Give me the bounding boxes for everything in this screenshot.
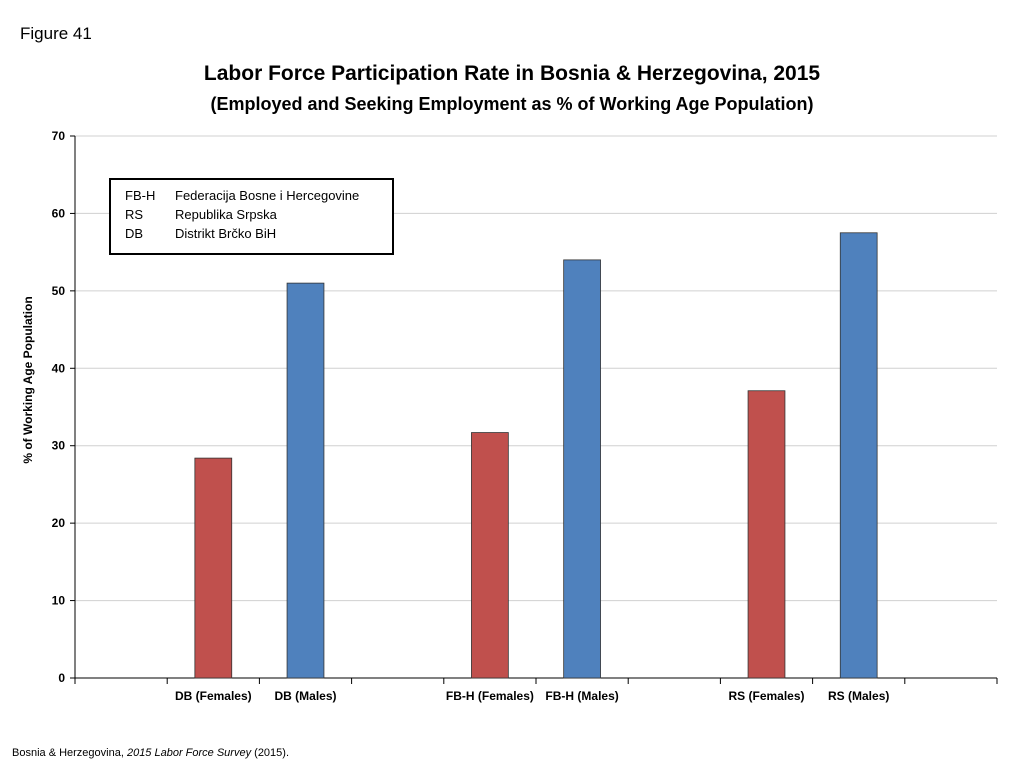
x-tick-label: FB-H (Males) [545, 689, 618, 703]
chart-title: Labor Force Participation Rate in Bosnia… [203, 62, 821, 85]
x-tick-label: RS (Males) [828, 689, 889, 703]
y-tick-label: 0 [58, 671, 65, 685]
bar-rs-females [747, 390, 786, 679]
bar-db-females [194, 457, 233, 679]
y-tick-label: 10 [52, 594, 66, 608]
legend-item-fbh: FB-H Federacija Bosne i Hercegovine [125, 188, 359, 203]
x-tick-label: DB (Males) [274, 689, 336, 703]
y-tick-label: 20 [52, 516, 66, 530]
x-tick-label: RS (Females) [728, 689, 804, 703]
bar-fb-h-males [563, 259, 601, 679]
bar-fb-h-females [471, 432, 509, 679]
bar-rs-males [839, 232, 878, 679]
legend-abbr: RS [125, 207, 144, 222]
legend-name: Federacija Bosne i Hercegovine [175, 188, 360, 203]
source-note: Bosnia & Herzegovina, 2015 Labor Force S… [12, 747, 289, 759]
legend-item-rs: RS Republika Srpska [125, 207, 277, 222]
y-tick-label: 40 [52, 361, 66, 375]
figure-label: Figure 41 [20, 24, 92, 43]
y-tick-label: 60 [52, 206, 66, 220]
y-tick-label: 70 [52, 129, 66, 143]
legend-abbr: DB [125, 226, 144, 241]
legend-item-db: DB Distrikt Brčko BiH [125, 226, 276, 241]
legend-name: Distrikt Brčko BiH [175, 226, 277, 241]
y-tick-label: 30 [52, 439, 66, 453]
x-tick-label: FB-H (Females) [446, 689, 534, 703]
x-tick-label: DB (Females) [175, 689, 252, 703]
legend-name: Republika Srpska [175, 207, 277, 222]
bar-db-males [286, 282, 325, 679]
legend: FB-H Federacija Bosne i Hercegovine RS Rep… [109, 178, 394, 255]
legend-abbr: FB-H [125, 188, 156, 203]
source-suffix: (2015). [251, 747, 290, 759]
chart-subtitle: (Employed and Seeking Employment as % of… [210, 94, 814, 114]
source-title: 2015 Labor Force Survey [126, 747, 252, 759]
y-tick-label: 50 [52, 284, 66, 298]
source-prefix: Bosnia & Herzegovina, [12, 747, 127, 759]
